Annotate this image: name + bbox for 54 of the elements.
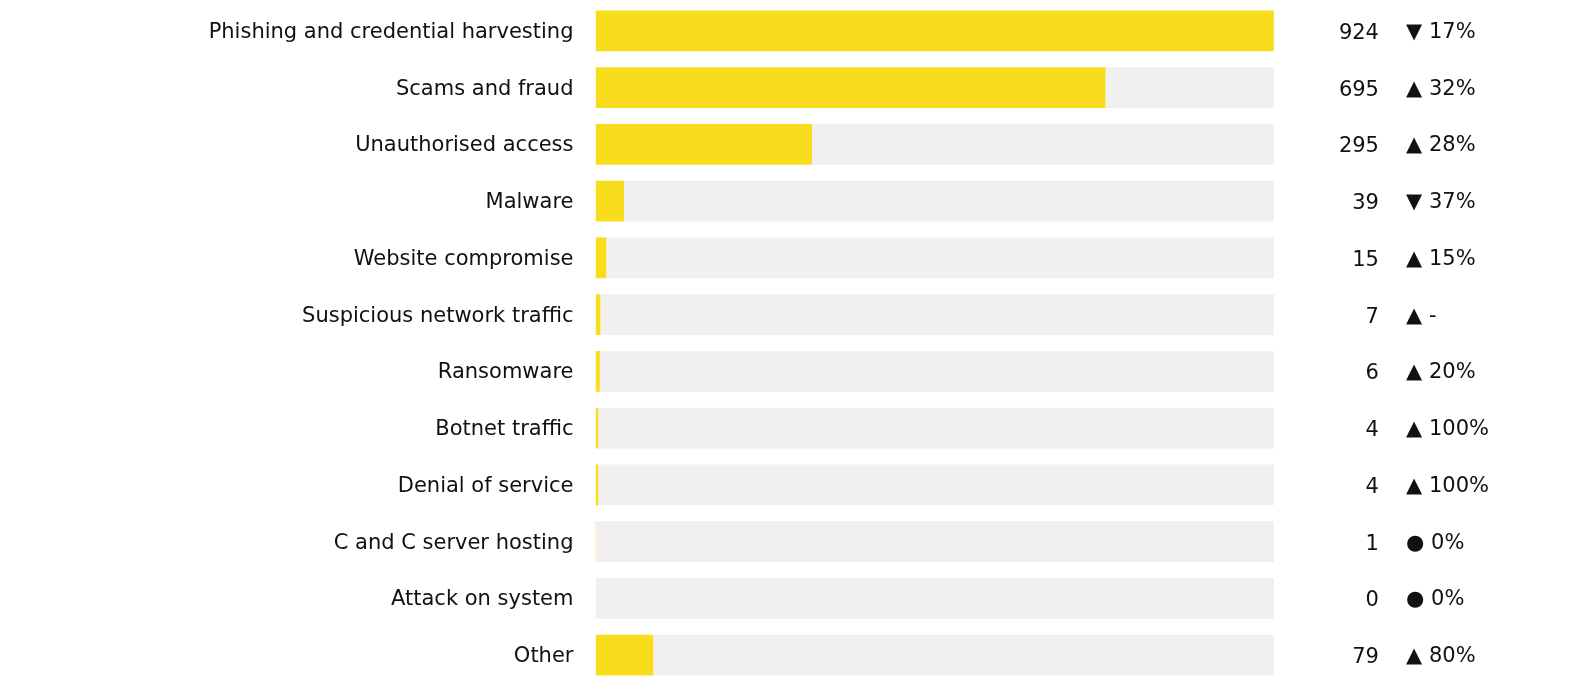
y-tick-label: Phishing and credential harvesting [208,18,574,43]
text: ▲ - [1406,302,1437,327]
bar [595,123,813,165]
data-label: 7 [1365,303,1379,328]
bar [606,237,1274,279]
text: ▼ 37% [1406,189,1476,214]
bar [596,521,1274,563]
data-label: 79 [1352,644,1379,669]
text: ● 0% [1406,586,1465,611]
y-tick-label: Unauthorised access [355,132,574,157]
bar [595,237,607,279]
data-label: 695 [1338,76,1379,101]
data-label: 1 [1365,530,1379,555]
text: ▲ 100% [1406,472,1489,497]
bar [598,464,1274,506]
y-tick-label: Suspicious network traffic [302,302,574,327]
bar [595,180,625,222]
y-tick-label: Malware [485,189,574,214]
bar [595,350,600,392]
text: ▼ 17% [1406,18,1476,43]
bar [600,294,1274,336]
text: ▲ 100% [1406,416,1489,441]
data-label: 4 [1365,473,1379,498]
data-label: 0 [1365,587,1379,612]
bar [1105,67,1274,109]
y-tick-label: Attack on system [391,586,574,611]
bar [599,350,1274,392]
data-label: 4 [1365,417,1379,442]
y-tick-label: Denial of service [397,472,574,497]
text: ● 0% [1406,529,1465,554]
y-tick-label: Ransomware [437,359,574,384]
bar [598,407,1274,449]
bar [595,634,654,676]
y-tick-label: Other [513,643,574,668]
data-label: 6 [1365,360,1379,385]
text: ▲ 32% [1406,75,1476,100]
data-label: 295 [1338,133,1379,158]
y-tick-label: Scams and fraud [395,75,574,100]
y-tick-label: Botnet traffic [435,416,574,441]
data-label: 39 [1352,190,1379,215]
data-label: 15 [1352,246,1379,271]
bar [595,294,601,336]
bar [812,123,1274,165]
bar [653,634,1274,676]
data-label: 924 [1338,19,1379,44]
bar [624,180,1274,222]
text: ▲ 80% [1406,643,1476,668]
bar [595,67,1106,109]
text: ▲ 15% [1406,245,1476,270]
text: ▲ 20% [1406,359,1476,384]
bar [595,10,1274,52]
y-tick-label: Website compromise [353,245,574,270]
y-tick-label: C and C server hosting [333,529,574,554]
text: ▲ 28% [1406,132,1476,157]
